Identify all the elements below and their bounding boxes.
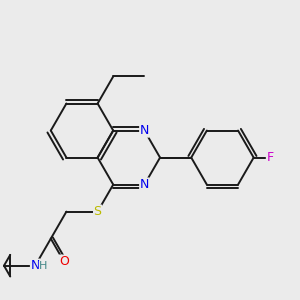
Text: O: O bbox=[59, 255, 69, 268]
Text: N: N bbox=[31, 259, 40, 272]
Text: F: F bbox=[266, 151, 274, 164]
Text: N: N bbox=[140, 124, 149, 137]
Text: H: H bbox=[39, 261, 48, 271]
Text: S: S bbox=[94, 205, 102, 218]
Text: N: N bbox=[140, 178, 149, 191]
